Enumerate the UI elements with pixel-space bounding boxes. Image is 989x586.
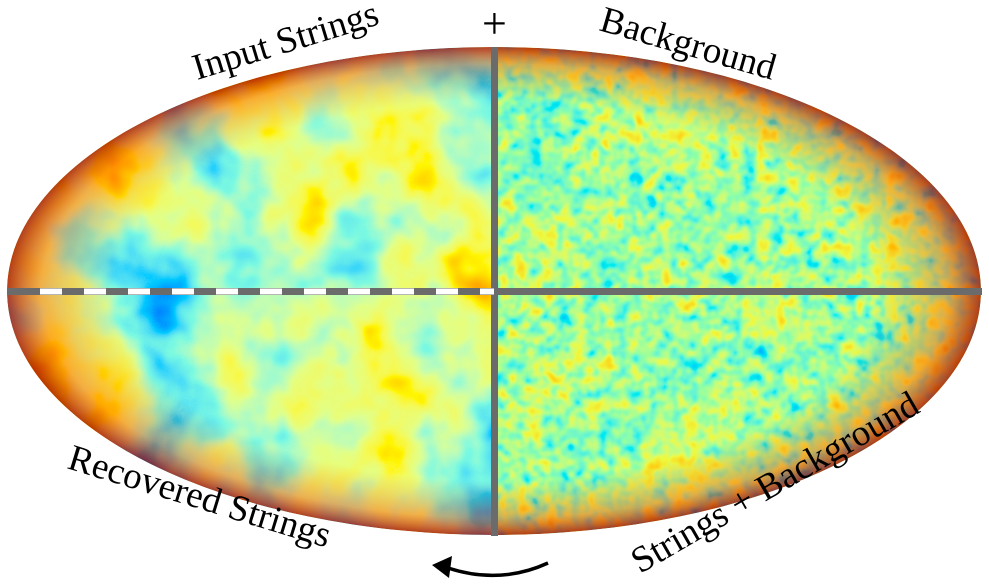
curved-arrow-left-icon bbox=[432, 556, 549, 578]
horizontal-divider-right bbox=[494, 288, 982, 295]
plus-label: + bbox=[482, 0, 507, 48]
horizontal-divider-dashed bbox=[7, 288, 494, 295]
